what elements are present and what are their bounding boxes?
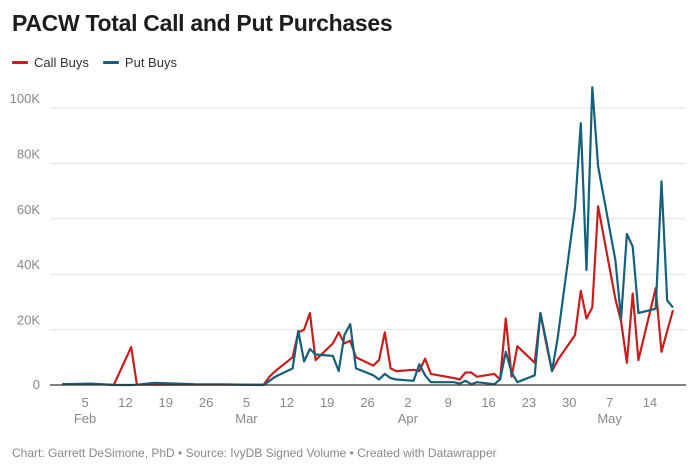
y-tick-label: 0	[33, 377, 40, 392]
x-month-label: May	[597, 411, 622, 426]
x-tick-label: 30	[562, 395, 576, 410]
x-month-label: Feb	[74, 411, 96, 426]
x-tick-label: 26	[199, 395, 213, 410]
chart-footer: Chart: Garrett DeSimone, PhD • Source: I…	[12, 446, 497, 460]
y-tick-label: 40K	[17, 257, 40, 272]
series-line	[61, 86, 674, 387]
y-tick-label: 80K	[17, 146, 40, 161]
series-line	[61, 205, 675, 386]
legend-swatch-put	[102, 61, 119, 64]
x-tick-label: 14	[643, 395, 657, 410]
x-tick-label: 16	[481, 395, 495, 410]
x-tick-label: 23	[522, 395, 536, 410]
chart-title: PACW Total Call and Put Purchases	[12, 10, 393, 36]
legend-swatch-call	[12, 61, 28, 64]
x-tick-label: 12	[280, 395, 294, 410]
gridlines: 0 20K 40K 60K 80K 100K	[10, 91, 686, 392]
y-tick-label: 100K	[10, 91, 41, 106]
legend: Call Buys Put Buys	[12, 55, 177, 70]
legend-item-put-buys: Put Buys	[102, 55, 177, 70]
legend-label-put: Put Buys	[124, 55, 177, 70]
x-tick-label: 12	[118, 395, 132, 410]
series-put-buys	[61, 86, 674, 387]
series-call-buys	[61, 205, 675, 386]
legend-label-call: Call Buys	[34, 55, 89, 70]
x-tick-label: 19	[320, 395, 334, 410]
x-tick-label: 5	[243, 395, 250, 410]
x-month-label: Apr	[398, 411, 419, 426]
x-tick-label: 19	[159, 395, 173, 410]
x-tick-label: 7	[606, 395, 613, 410]
y-tick-label: 60K	[17, 202, 40, 217]
y-tick-label: 20K	[17, 313, 40, 328]
legend-item-call-buys: Call Buys	[12, 55, 89, 70]
x-tick-label: 9	[445, 395, 452, 410]
x-tick-label: 5	[81, 395, 88, 410]
x-tick-label: 26	[360, 395, 374, 410]
x-month-label: Mar	[235, 411, 258, 426]
series-lines	[61, 86, 675, 387]
x-tick-label: 2	[404, 395, 411, 410]
